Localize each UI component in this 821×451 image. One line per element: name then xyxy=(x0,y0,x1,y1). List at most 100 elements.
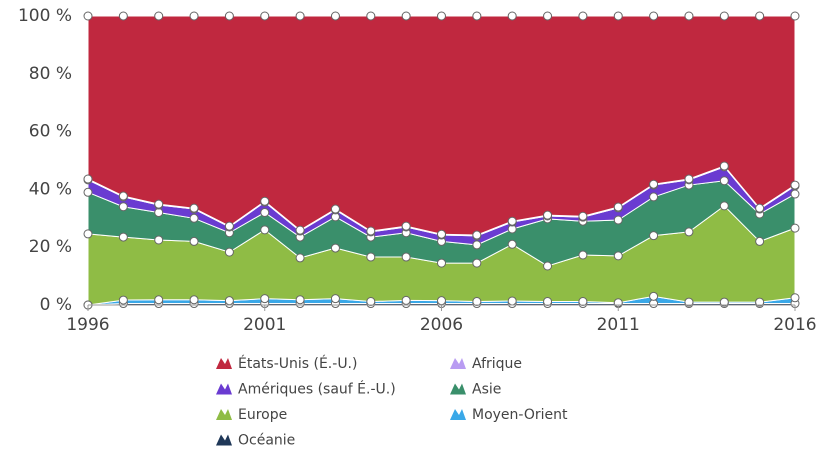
point xyxy=(790,180,800,190)
point xyxy=(472,258,482,268)
point xyxy=(790,11,800,21)
point xyxy=(437,11,446,21)
y-tick-label: 100 % xyxy=(18,6,72,26)
point xyxy=(366,252,376,262)
point xyxy=(189,11,199,21)
point xyxy=(543,210,553,220)
point xyxy=(401,295,411,305)
point xyxy=(330,294,340,304)
legend-swatch xyxy=(216,358,232,369)
point xyxy=(83,229,93,239)
point xyxy=(189,213,199,223)
point xyxy=(472,11,482,21)
point xyxy=(260,11,270,21)
point xyxy=(719,297,729,307)
point xyxy=(719,11,729,21)
point xyxy=(507,296,517,306)
legend-label: Europe xyxy=(238,407,287,423)
legend-item: Amériques (sauf É.-U.) xyxy=(216,381,396,398)
legend-swatch xyxy=(450,409,466,420)
point xyxy=(224,11,234,21)
point xyxy=(507,216,517,226)
point xyxy=(366,226,376,236)
point xyxy=(719,161,729,171)
legend-swatch xyxy=(450,383,466,395)
point xyxy=(472,230,482,240)
point xyxy=(154,199,164,209)
point xyxy=(719,201,729,211)
point xyxy=(437,296,446,306)
point xyxy=(260,225,270,235)
point xyxy=(613,11,623,21)
point xyxy=(295,11,305,21)
point xyxy=(755,297,765,307)
legend-item: Moyen-Orient xyxy=(450,407,568,423)
point xyxy=(649,179,659,189)
point xyxy=(578,250,588,260)
point xyxy=(154,235,164,245)
point xyxy=(154,208,164,218)
point xyxy=(613,215,623,225)
point xyxy=(507,239,517,249)
point xyxy=(83,11,93,21)
point xyxy=(83,174,93,184)
point xyxy=(578,11,588,21)
point xyxy=(790,189,800,199)
point xyxy=(295,253,305,263)
x-tick-label: 2011 xyxy=(597,315,640,335)
legend-label: Océanie xyxy=(238,433,295,449)
point xyxy=(684,227,694,237)
legend-item: Afrique xyxy=(450,356,522,372)
legend-label: Moyen-Orient xyxy=(472,407,568,423)
point xyxy=(83,187,93,197)
legend-label: États-Unis (É.-U.) xyxy=(238,355,357,372)
point xyxy=(437,229,446,239)
point xyxy=(543,261,553,271)
point xyxy=(649,291,659,301)
point xyxy=(684,174,694,184)
point xyxy=(649,11,659,21)
point xyxy=(755,11,765,21)
point xyxy=(118,232,128,242)
point xyxy=(790,223,800,233)
legend-swatch xyxy=(216,383,232,395)
point xyxy=(295,225,305,235)
point xyxy=(260,196,270,206)
y-tick-label: 20 % xyxy=(29,237,72,257)
point xyxy=(684,11,694,21)
point xyxy=(719,176,729,186)
legend-label: Amériques (sauf É.-U.) xyxy=(238,381,396,398)
point xyxy=(649,192,659,202)
point xyxy=(260,294,270,304)
x-tick-label: 2006 xyxy=(420,315,463,335)
point xyxy=(578,211,588,221)
point xyxy=(790,293,800,303)
point xyxy=(543,11,553,21)
point xyxy=(366,297,376,307)
point xyxy=(118,202,128,212)
x-tick-label: 1996 xyxy=(66,315,109,335)
point xyxy=(613,251,623,261)
x-tick-label: 2001 xyxy=(243,315,286,335)
point xyxy=(613,202,623,212)
legend-label: Afrique xyxy=(472,356,522,372)
point xyxy=(118,295,128,305)
legend-item: Océanie xyxy=(216,433,295,449)
y-tick-label: 40 % xyxy=(29,179,72,199)
point xyxy=(330,204,340,214)
point xyxy=(330,11,340,21)
point xyxy=(401,252,411,262)
point xyxy=(366,11,376,21)
legend-item: Asie xyxy=(450,382,501,398)
point xyxy=(684,297,694,307)
y-tick-label: 60 % xyxy=(29,122,72,142)
y-tick-label: 0 % xyxy=(40,295,72,315)
point xyxy=(154,11,164,21)
point xyxy=(118,11,128,21)
legend-label: Asie xyxy=(472,382,501,398)
legend-item: Europe xyxy=(216,407,287,423)
point xyxy=(224,221,234,231)
y-tick-label: 80 % xyxy=(29,64,72,84)
point xyxy=(154,295,164,305)
